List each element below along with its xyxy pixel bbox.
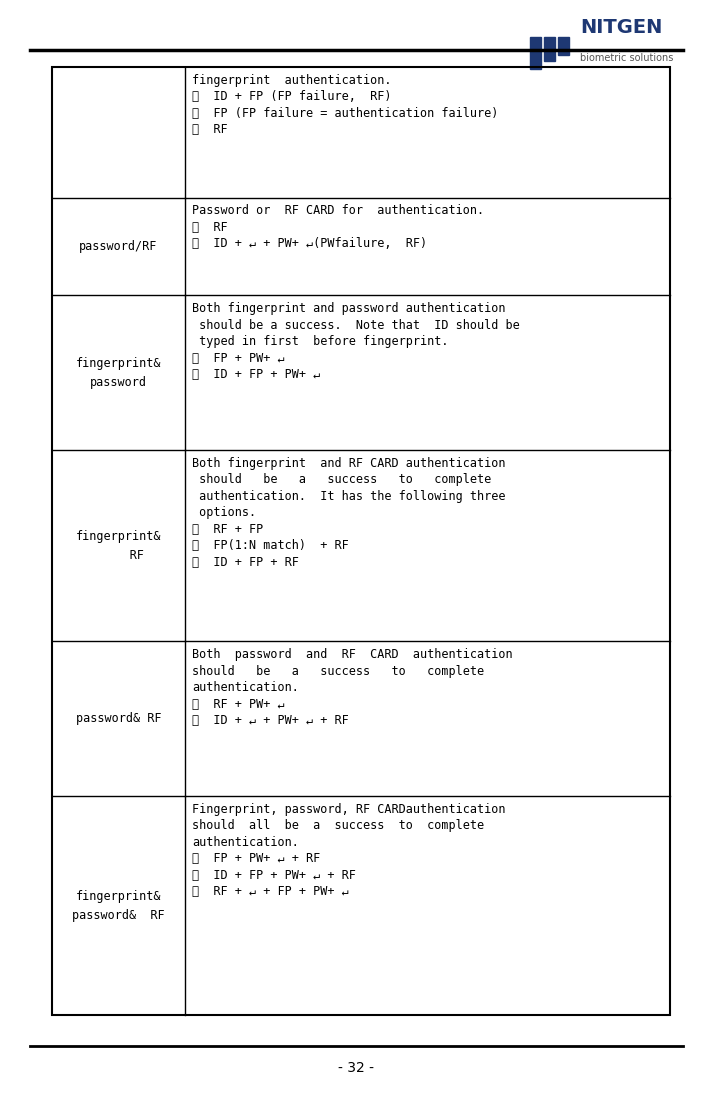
- Text: should  all  be  a  success  to  complete: should all be a success to complete: [192, 819, 484, 833]
- Text: should be a success.  Note that  ID should be: should be a success. Note that ID should…: [192, 318, 520, 332]
- Bar: [544, 37, 555, 61]
- Bar: [558, 37, 569, 55]
- Text: authentication.: authentication.: [192, 681, 299, 695]
- Text: Fingerprint, password, RF CARDauthentication: Fingerprint, password, RF CARDauthentica…: [192, 802, 506, 816]
- Text: should   be   a   success   to   complete: should be a success to complete: [192, 664, 484, 678]
- Text: ①  RF + FP: ① RF + FP: [192, 523, 263, 535]
- Text: ②  ID + ↵ + PW+ ↵ + RF: ② ID + ↵ + PW+ ↵ + RF: [192, 715, 349, 727]
- Bar: [530, 37, 541, 69]
- Text: ③  RF: ③ RF: [192, 124, 227, 136]
- Text: password& RF: password& RF: [76, 712, 161, 726]
- Text: authentication.  It has the following three: authentication. It has the following thr…: [192, 490, 506, 503]
- Text: options.: options.: [192, 506, 256, 519]
- Bar: [52, 67, 670, 1015]
- Text: - 32 -: - 32 -: [339, 1062, 374, 1075]
- Text: Password or  RF CARD for  authentication.: Password or RF CARD for authentication.: [192, 205, 484, 217]
- Text: should   be   a   success   to   complete: should be a success to complete: [192, 473, 491, 486]
- Text: fingerprint&
     RF: fingerprint& RF: [76, 530, 161, 562]
- Text: ①  RF + PW+ ↵: ① RF + PW+ ↵: [192, 698, 284, 711]
- Text: ②  ID + ↵ + PW+ ↵(PWfailure,  RF): ② ID + ↵ + PW+ ↵(PWfailure, RF): [192, 237, 427, 250]
- Text: fingerprint&
password: fingerprint& password: [76, 356, 161, 388]
- Text: NITGEN: NITGEN: [580, 18, 662, 37]
- Text: ③  RF + ↵ + FP + PW+ ↵: ③ RF + ↵ + FP + PW+ ↵: [192, 885, 349, 898]
- Text: ②  FP (FP failure = authentication failure): ② FP (FP failure = authentication failur…: [192, 107, 498, 119]
- Text: ①  ID + FP (FP failure,  RF): ① ID + FP (FP failure, RF): [192, 90, 391, 104]
- Text: ②  FP(1:N match)  + RF: ② FP(1:N match) + RF: [192, 539, 349, 552]
- Text: fingerprint&
password&  RF: fingerprint& password& RF: [72, 889, 165, 922]
- Text: ②  ID + FP + PW+ ↵: ② ID + FP + PW+ ↵: [192, 368, 320, 381]
- Text: ①  FP + PW+ ↵ + RF: ① FP + PW+ ↵ + RF: [192, 853, 320, 865]
- Text: biometric solutions: biometric solutions: [580, 53, 673, 63]
- Text: authentication.: authentication.: [192, 836, 299, 849]
- Text: typed in first  before fingerprint.: typed in first before fingerprint.: [192, 335, 448, 348]
- Text: ③  ID + FP + RF: ③ ID + FP + RF: [192, 555, 299, 569]
- Text: ①  RF: ① RF: [192, 221, 227, 234]
- Text: password/RF: password/RF: [79, 240, 158, 253]
- Text: Both fingerprint and password authentication: Both fingerprint and password authentica…: [192, 302, 506, 315]
- Text: ①  FP + PW+ ↵: ① FP + PW+ ↵: [192, 352, 284, 365]
- Text: fingerprint  authentication.: fingerprint authentication.: [192, 73, 391, 87]
- Text: ②  ID + FP + PW+ ↵ + RF: ② ID + FP + PW+ ↵ + RF: [192, 869, 356, 881]
- Text: Both fingerprint  and RF CARD authentication: Both fingerprint and RF CARD authenticat…: [192, 456, 506, 470]
- Text: Both  password  and  RF  CARD  authentication: Both password and RF CARD authentication: [192, 648, 513, 661]
